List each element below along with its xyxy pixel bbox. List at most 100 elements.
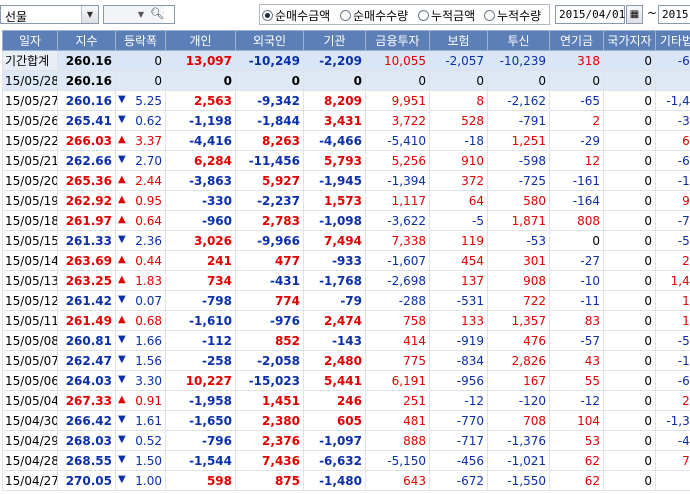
cell-institution: 2,474 — [303, 310, 366, 331]
col-header-foreign[interactable]: 외국인 — [235, 30, 304, 51]
cell-index: 266.03 — [57, 130, 116, 151]
cell-other-corp: -1,336 — [655, 410, 690, 431]
table-row[interactable]: 15/05/26 265.41 ▼ 0.62 -1,198 -1,844 3,431 3,72… — [2, 110, 690, 131]
cell-individual: -330 — [165, 190, 236, 211]
radio-label: 순매수금액 — [275, 9, 331, 23]
cell-pension: 808 — [549, 210, 604, 231]
cell-insurance: -456 — [429, 450, 488, 471]
cell-change: ▲ 0.91 — [115, 390, 166, 411]
radio-cum-amount[interactable]: 누적금액 — [418, 7, 475, 24]
cell-insurance: -5 — [429, 210, 488, 231]
cell-institution: 605 — [303, 410, 366, 431]
radio-net-buy-qty[interactable]: 순매수수량 — [340, 7, 408, 24]
cell-investment-trust: 708 — [487, 410, 550, 431]
change-value: 3.30 — [135, 373, 162, 388]
cell-government: 0 — [603, 310, 656, 331]
cell-investment-trust: -725 — [487, 170, 550, 191]
table-row[interactable]: 15/05/15 261.33 ▼ 2.36 3,026 -9,966 7,494 7,338… — [2, 230, 690, 251]
cell-pension: -11 — [549, 290, 604, 311]
down-arrow-icon: ▼ — [118, 434, 126, 445]
market-combo[interactable]: 선물 ▼ — [0, 5, 99, 24]
table-row[interactable]: 15/05/13 263.25 ▲ 1.83 734 -431 -1,768 -2,698 13… — [2, 270, 690, 291]
calendar-icon[interactable]: ▦ — [626, 5, 643, 24]
col-header-financial-investment[interactable]: 금융투자 — [365, 30, 430, 51]
radio-label: 누적수량 — [497, 9, 542, 23]
cell-date: 15/05/22 — [2, 130, 58, 151]
stock-search[interactable]: ▼ 🔍︎ — [103, 5, 175, 24]
radio-net-buy-amount[interactable]: 순매수금액 — [262, 7, 330, 24]
cell-other-corp: 1,464 — [655, 270, 690, 291]
cell-foreign: -2,237 — [235, 190, 304, 211]
cell-change: ▼ 0.52 — [115, 430, 166, 451]
cell-pension: 2 — [549, 110, 604, 131]
table-row[interactable]: 15/05/20 265.36 ▲ 2.44 -3,863 5,927 -1,945 -1,3… — [2, 170, 690, 191]
cell-foreign: 2,376 — [235, 430, 304, 451]
date-to-field[interactable]: 2015 — [658, 5, 690, 24]
table-row[interactable]: 15/04/30 266.42 ▼ 1.61 -1,650 2,380 605 481 -770… — [2, 410, 690, 431]
col-header-date[interactable]: 일자 — [2, 30, 58, 51]
col-header-individual[interactable]: 개인 — [165, 30, 236, 51]
date-from-field[interactable]: 2015/04/01 — [555, 5, 625, 24]
cell-change: ▲ 3.37 — [115, 130, 166, 151]
cell-insurance: 910 — [429, 150, 488, 171]
search-icon[interactable]: 🔍︎ — [150, 7, 164, 20]
table-row[interactable]: 15/05/18 261.97 ▲ 0.64 -960 2,783 -1,098 -3,622… — [2, 210, 690, 231]
cell-index: 268.03 — [57, 430, 116, 451]
table-row[interactable]: 15/05/12 261.42 ▼ 0.07 -798 774 -79 -288 -531 722… — [2, 290, 690, 311]
table-row[interactable]: 15/05/08 260.81 ▼ 1.66 -112 852 -143 414 -919 476… — [2, 330, 690, 351]
radio-cum-qty[interactable]: 누적수량 — [484, 7, 541, 24]
cell-foreign: -2,058 — [235, 350, 304, 371]
col-header-investment-trust[interactable]: 투신 — [487, 30, 550, 51]
col-header-change[interactable]: 등락폭 — [115, 30, 166, 51]
cell-individual: 598 — [165, 470, 236, 491]
cell-government: 0 — [603, 410, 656, 431]
cell-other-corp: -620 — [655, 150, 690, 171]
radio-dot[interactable] — [262, 10, 273, 21]
cell-other-corp: 6 — [655, 470, 690, 491]
col-header-other-corp[interactable]: 기타법인 — [655, 30, 690, 51]
cell-individual: 6,284 — [165, 150, 236, 171]
table-row[interactable]: 15/04/29 268.03 ▼ 0.52 -796 2,376 -1,097 888 -71… — [2, 430, 690, 451]
cell-foreign: -976 — [235, 310, 304, 331]
cell-government: 0 — [603, 70, 656, 91]
table-row[interactable]: 기간합계 260.16 0 13,097 -10,249 -2,209 10,055 -2,0… — [2, 50, 690, 71]
table-row[interactable]: 15/05/19 262.92 ▲ 0.95 -330 -2,237 1,573 1,117 6… — [2, 190, 690, 211]
table-row[interactable]: 15/05/04 267.33 ▲ 0.91 -1,958 1,451 246 251 -12-… — [2, 390, 690, 411]
cell-financial-investment: 775 — [365, 350, 430, 371]
chevron-down-icon[interactable]: ▼ — [137, 10, 145, 19]
table-row[interactable]: 15/05/07 262.47 ▼ 1.56 -258 -2,058 2,480 775 -83… — [2, 350, 690, 371]
radio-dot[interactable] — [418, 10, 429, 21]
up-arrow-icon: ▲ — [118, 314, 126, 325]
col-header-pension[interactable]: 연기금 — [549, 30, 604, 51]
cell-government: 0 — [603, 170, 656, 191]
cell-insurance: 528 — [429, 110, 488, 131]
table-row[interactable]: 15/04/28 268.55 ▼ 1.50 -1,544 7,436 -6,632 -5,1… — [2, 450, 690, 471]
cell-insurance: -2,057 — [429, 50, 488, 71]
col-header-insurance[interactable]: 보험 — [429, 30, 488, 51]
market-combo-value: 선물 — [5, 10, 28, 24]
cell-date: 15/05/19 — [2, 190, 58, 211]
change-value: 1.61 — [135, 413, 162, 428]
radio-dot[interactable] — [340, 10, 351, 21]
col-header-government[interactable]: 국가지자 — [603, 30, 656, 51]
chevron-down-icon[interactable]: ▼ — [81, 6, 98, 23]
table-row[interactable]: 15/05/11 261.49 ▲ 0.68 -1,610 -976 2,474 758 133… — [2, 310, 690, 331]
table-row[interactable]: 15/05/27 260.16 ▼ 5.25 2,563 -9,342 8,209 9,951… — [2, 90, 690, 111]
table-row[interactable]: 15/04/27 270.05 ▼ 1.00 598 875 -1,480 643 -672 -1… — [2, 470, 690, 491]
cell-insurance: -717 — [429, 430, 488, 451]
table-row[interactable]: 15/05/14 263.69 ▲ 0.44 241 477 -933 -1,607 454 30… — [2, 250, 690, 271]
table-row[interactable]: 15/05/21 262.66 ▼ 2.70 6,284 -11,456 5,793 5,25… — [2, 150, 690, 171]
table-row[interactable]: 15/05/22 266.03 ▲ 3.37 -4,416 8,263 -4,466 -5,4… — [2, 130, 690, 151]
change-value: 0.44 — [135, 253, 162, 268]
cell-investment-trust: 1,251 — [487, 130, 550, 151]
table-row[interactable]: 15/05/06 264.03 ▼ 3.30 10,227 -15,023 5,441 6,1… — [2, 370, 690, 391]
cell-institution: -1,945 — [303, 170, 366, 191]
cell-other-corp: 0 — [655, 70, 690, 91]
cell-insurance: -919 — [429, 330, 488, 351]
search-input[interactable] — [164, 6, 174, 23]
col-header-index[interactable]: 지수 — [57, 30, 116, 51]
cell-foreign: -10,249 — [235, 50, 304, 71]
col-header-institution[interactable]: 기관 — [303, 30, 366, 51]
radio-dot[interactable] — [484, 10, 495, 21]
